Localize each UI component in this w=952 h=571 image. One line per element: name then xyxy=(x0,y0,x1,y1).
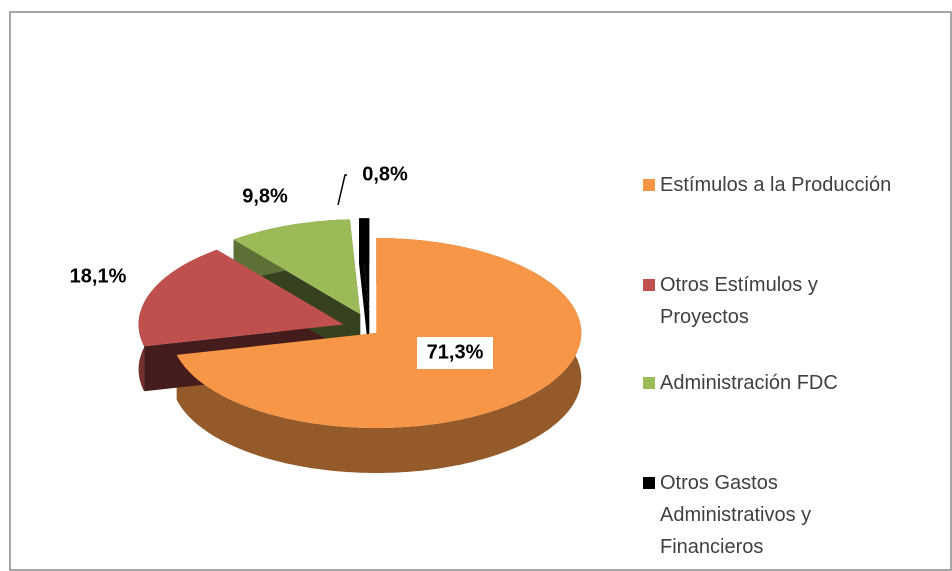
legend-label: Estímulos a la Producción xyxy=(660,174,892,196)
slice xyxy=(233,219,361,315)
label-box xyxy=(347,159,423,191)
chart-frame xyxy=(9,11,952,571)
label-box xyxy=(417,337,493,369)
legend-swatch xyxy=(643,377,655,389)
data-label: 0,8% xyxy=(362,163,408,185)
label-box xyxy=(227,181,303,213)
legend-swatch xyxy=(643,179,655,191)
legend-swatch xyxy=(643,477,655,489)
data-label: 9,8% xyxy=(242,185,288,207)
legend-swatch xyxy=(643,279,655,291)
label-box xyxy=(60,261,136,293)
data-label: 18,1% xyxy=(70,265,127,287)
slice xyxy=(359,218,370,314)
legend-label: Otros Gastos Administrativos y Financier… xyxy=(660,472,812,558)
legend-label: Administración FDC xyxy=(660,372,838,394)
data-label: 71,3% xyxy=(427,341,484,363)
legend-label: Otros Estímulos y Proyectos xyxy=(660,274,818,328)
slice xyxy=(176,238,582,428)
slice xyxy=(138,249,344,347)
